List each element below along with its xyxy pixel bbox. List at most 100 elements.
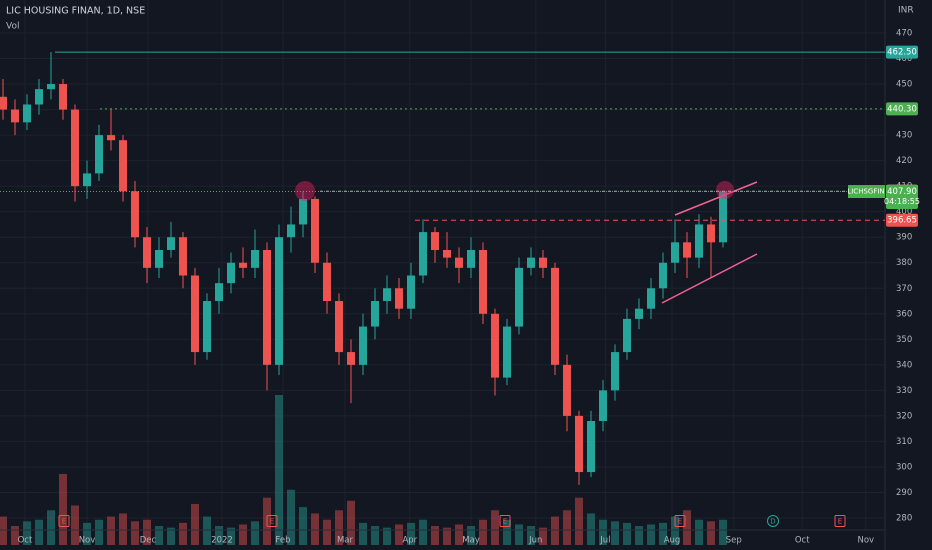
event-marker [58, 515, 70, 527]
candle-body [467, 249, 475, 268]
x-tick-label: Apr [402, 536, 417, 546]
volume-bar [431, 526, 439, 545]
volume-bar [707, 521, 715, 545]
event-label: D [770, 518, 775, 526]
volume-bar [95, 519, 103, 545]
volume-bar [599, 519, 607, 545]
volume-bar [239, 524, 247, 545]
candle-body [431, 232, 439, 250]
price-label-box [886, 213, 918, 227]
price-label: 440.30 [887, 104, 917, 114]
volume-bar [11, 526, 19, 545]
y-tick-label: 290 [896, 488, 912, 498]
y-tick-label: 390 [896, 233, 912, 243]
candle-body [191, 275, 199, 353]
volume-bar [419, 519, 427, 545]
volume-bar [59, 473, 67, 545]
candle-body [671, 242, 679, 263]
volume-bar [623, 522, 631, 545]
volume-bar [179, 522, 187, 545]
y-tick-label: 400 [896, 207, 912, 217]
candle-body [623, 318, 631, 353]
price-label: 396.65 [887, 216, 917, 226]
x-tick-label: Feb [275, 536, 290, 546]
volume-bar [215, 526, 223, 545]
volume-bar [407, 522, 415, 545]
x-tick-label: Oct [18, 536, 33, 546]
x-tick-label: Oct [795, 536, 810, 546]
volume-bar [47, 510, 55, 545]
candle-body [35, 89, 43, 105]
x-tick-label: May [462, 536, 480, 546]
candle-body [563, 364, 571, 416]
volume-bar [515, 524, 523, 545]
countdown: 04:18:55 [884, 197, 920, 206]
event-marker [266, 515, 278, 527]
candle-body [503, 326, 511, 378]
candle-body [443, 249, 451, 258]
event-marker [834, 515, 846, 527]
candle-body [107, 135, 115, 141]
y-tick-label: 420 [896, 156, 912, 166]
volume-bar [563, 510, 571, 545]
event-marker [674, 515, 686, 527]
candle-body [71, 109, 79, 187]
candle-body [383, 288, 391, 302]
candle-body [311, 198, 319, 263]
symbol-tag [848, 185, 885, 199]
volume-bar [335, 510, 343, 545]
candle-body [275, 237, 283, 365]
candle-body [479, 249, 487, 314]
highlight-circle [295, 181, 315, 201]
y-tick-label: 380 [896, 258, 912, 268]
candle-body [203, 301, 211, 353]
volume-bar [167, 527, 175, 545]
y-tick-label: 450 [896, 80, 912, 90]
event-label: E [503, 518, 507, 526]
price-label: 407.90 [887, 187, 917, 197]
candle-body [119, 140, 127, 192]
candle-body [419, 232, 427, 276]
candle-body [407, 275, 415, 309]
candle-body [551, 267, 559, 365]
candle-body [47, 84, 55, 90]
highlight-circle [716, 181, 734, 199]
y-tick-label: 350 [896, 335, 912, 345]
volume-bar [719, 519, 727, 545]
x-tick-label: Aug [664, 536, 681, 546]
candle-body [719, 191, 727, 243]
volume-bar [275, 395, 283, 545]
event-label: E [678, 518, 682, 526]
candle-body [11, 109, 19, 123]
y-tick-label: 320 [896, 411, 912, 421]
candle-body [143, 237, 151, 268]
volume-bar [83, 522, 91, 545]
volume-bar [71, 505, 79, 545]
chart-title: LIC HOUSING FINAN, 1D, NSE [6, 6, 145, 17]
candle-body [95, 135, 103, 174]
symbol-label: LICHSGFIN [847, 188, 884, 196]
volume-bar [383, 527, 391, 545]
candle-body [263, 249, 271, 365]
price-label-box [886, 45, 918, 59]
price-label: 462.50 [887, 48, 917, 58]
volume-bar [155, 526, 163, 545]
volume-bar [359, 522, 367, 545]
y-tick-label: 360 [896, 309, 912, 319]
volume-bar [251, 521, 259, 545]
volume-bar [587, 513, 595, 545]
volume-bar [503, 519, 511, 545]
candle-body [659, 262, 667, 289]
candle-body [455, 257, 463, 268]
y-tick-label: 300 [896, 462, 912, 472]
candle-body [611, 352, 619, 391]
volume-bar [119, 513, 127, 545]
x-tick-label: Sep [726, 536, 742, 546]
volume-bar [611, 521, 619, 545]
y-tick-label: 330 [896, 386, 912, 396]
candle-body [347, 352, 355, 365]
volume-bar [107, 516, 115, 545]
candle-body [539, 257, 547, 268]
